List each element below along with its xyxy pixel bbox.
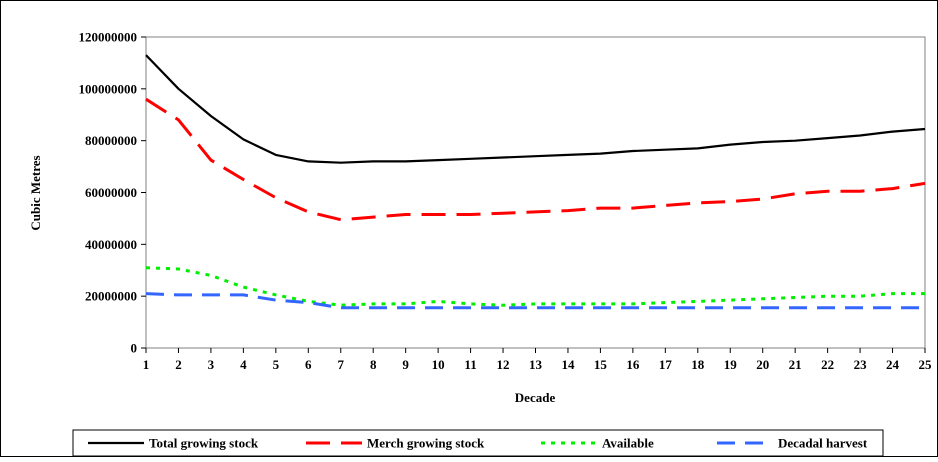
x-tick-label: 24	[886, 357, 900, 372]
x-tick-label: 17	[659, 357, 673, 372]
series-line-merch-growing-stock	[145, 97, 926, 222]
x-tick-label: 19	[724, 357, 738, 372]
x-tick-label: 5	[273, 357, 280, 372]
x-tick-label: 18	[691, 357, 705, 372]
series-layer	[145, 54, 926, 310]
y-tick-label: 60000000	[85, 185, 137, 200]
y-tick-label: 80000000	[85, 133, 137, 148]
x-tick-label: 3	[208, 357, 215, 372]
x-tick-label: 25	[919, 357, 933, 372]
series-line-decadal-harvest	[145, 292, 925, 310]
legend: Total growing stock Merch growing stock Av…	[88, 436, 868, 451]
y-tick-label: 40000000	[85, 237, 137, 252]
x-tick-label: 11	[464, 357, 476, 372]
x-tick-label: 21	[789, 357, 802, 372]
x-tick-label: 2	[175, 357, 182, 372]
x-tick-label: 15	[594, 357, 608, 372]
x-tick-label: 8	[370, 357, 377, 372]
x-tick-label: 4	[240, 357, 247, 372]
x-tick-label: 16	[626, 357, 640, 372]
legend-label: Available	[602, 436, 654, 451]
y-tick-label: 100000000	[79, 81, 138, 96]
x-tick-label: 10	[432, 357, 445, 372]
x-tick-label: 7	[338, 357, 345, 372]
x-axis-title: Decade	[515, 390, 556, 405]
series-line-available	[145, 266, 925, 307]
y-tick-label: 0	[131, 341, 138, 356]
legend-label: Total growing stock	[149, 436, 259, 451]
x-tick-label: 20	[756, 357, 769, 372]
x-tick-label: 6	[305, 357, 312, 372]
axis-layer: 0 20000000 40000000 60000000 80000000 1000000…	[79, 30, 933, 373]
series-line-total-growing-stock	[145, 54, 926, 164]
x-tick-label: 12	[497, 357, 510, 372]
x-tick-label: 9	[402, 357, 409, 372]
x-tick-label: 22	[821, 357, 834, 372]
x-tick-label: 13	[529, 357, 543, 372]
y-axis-title: Cubic Metres	[28, 155, 43, 230]
y-tick-label: 120000000	[79, 30, 138, 45]
y-tick-label: 20000000	[85, 289, 137, 304]
x-tick-label: 1	[143, 357, 150, 372]
legend-label: Decadal harvest	[778, 436, 868, 451]
legend-label: Merch growing stock	[367, 436, 485, 451]
x-tick-label: 14	[561, 357, 575, 372]
x-tick-label: 23	[854, 357, 868, 372]
